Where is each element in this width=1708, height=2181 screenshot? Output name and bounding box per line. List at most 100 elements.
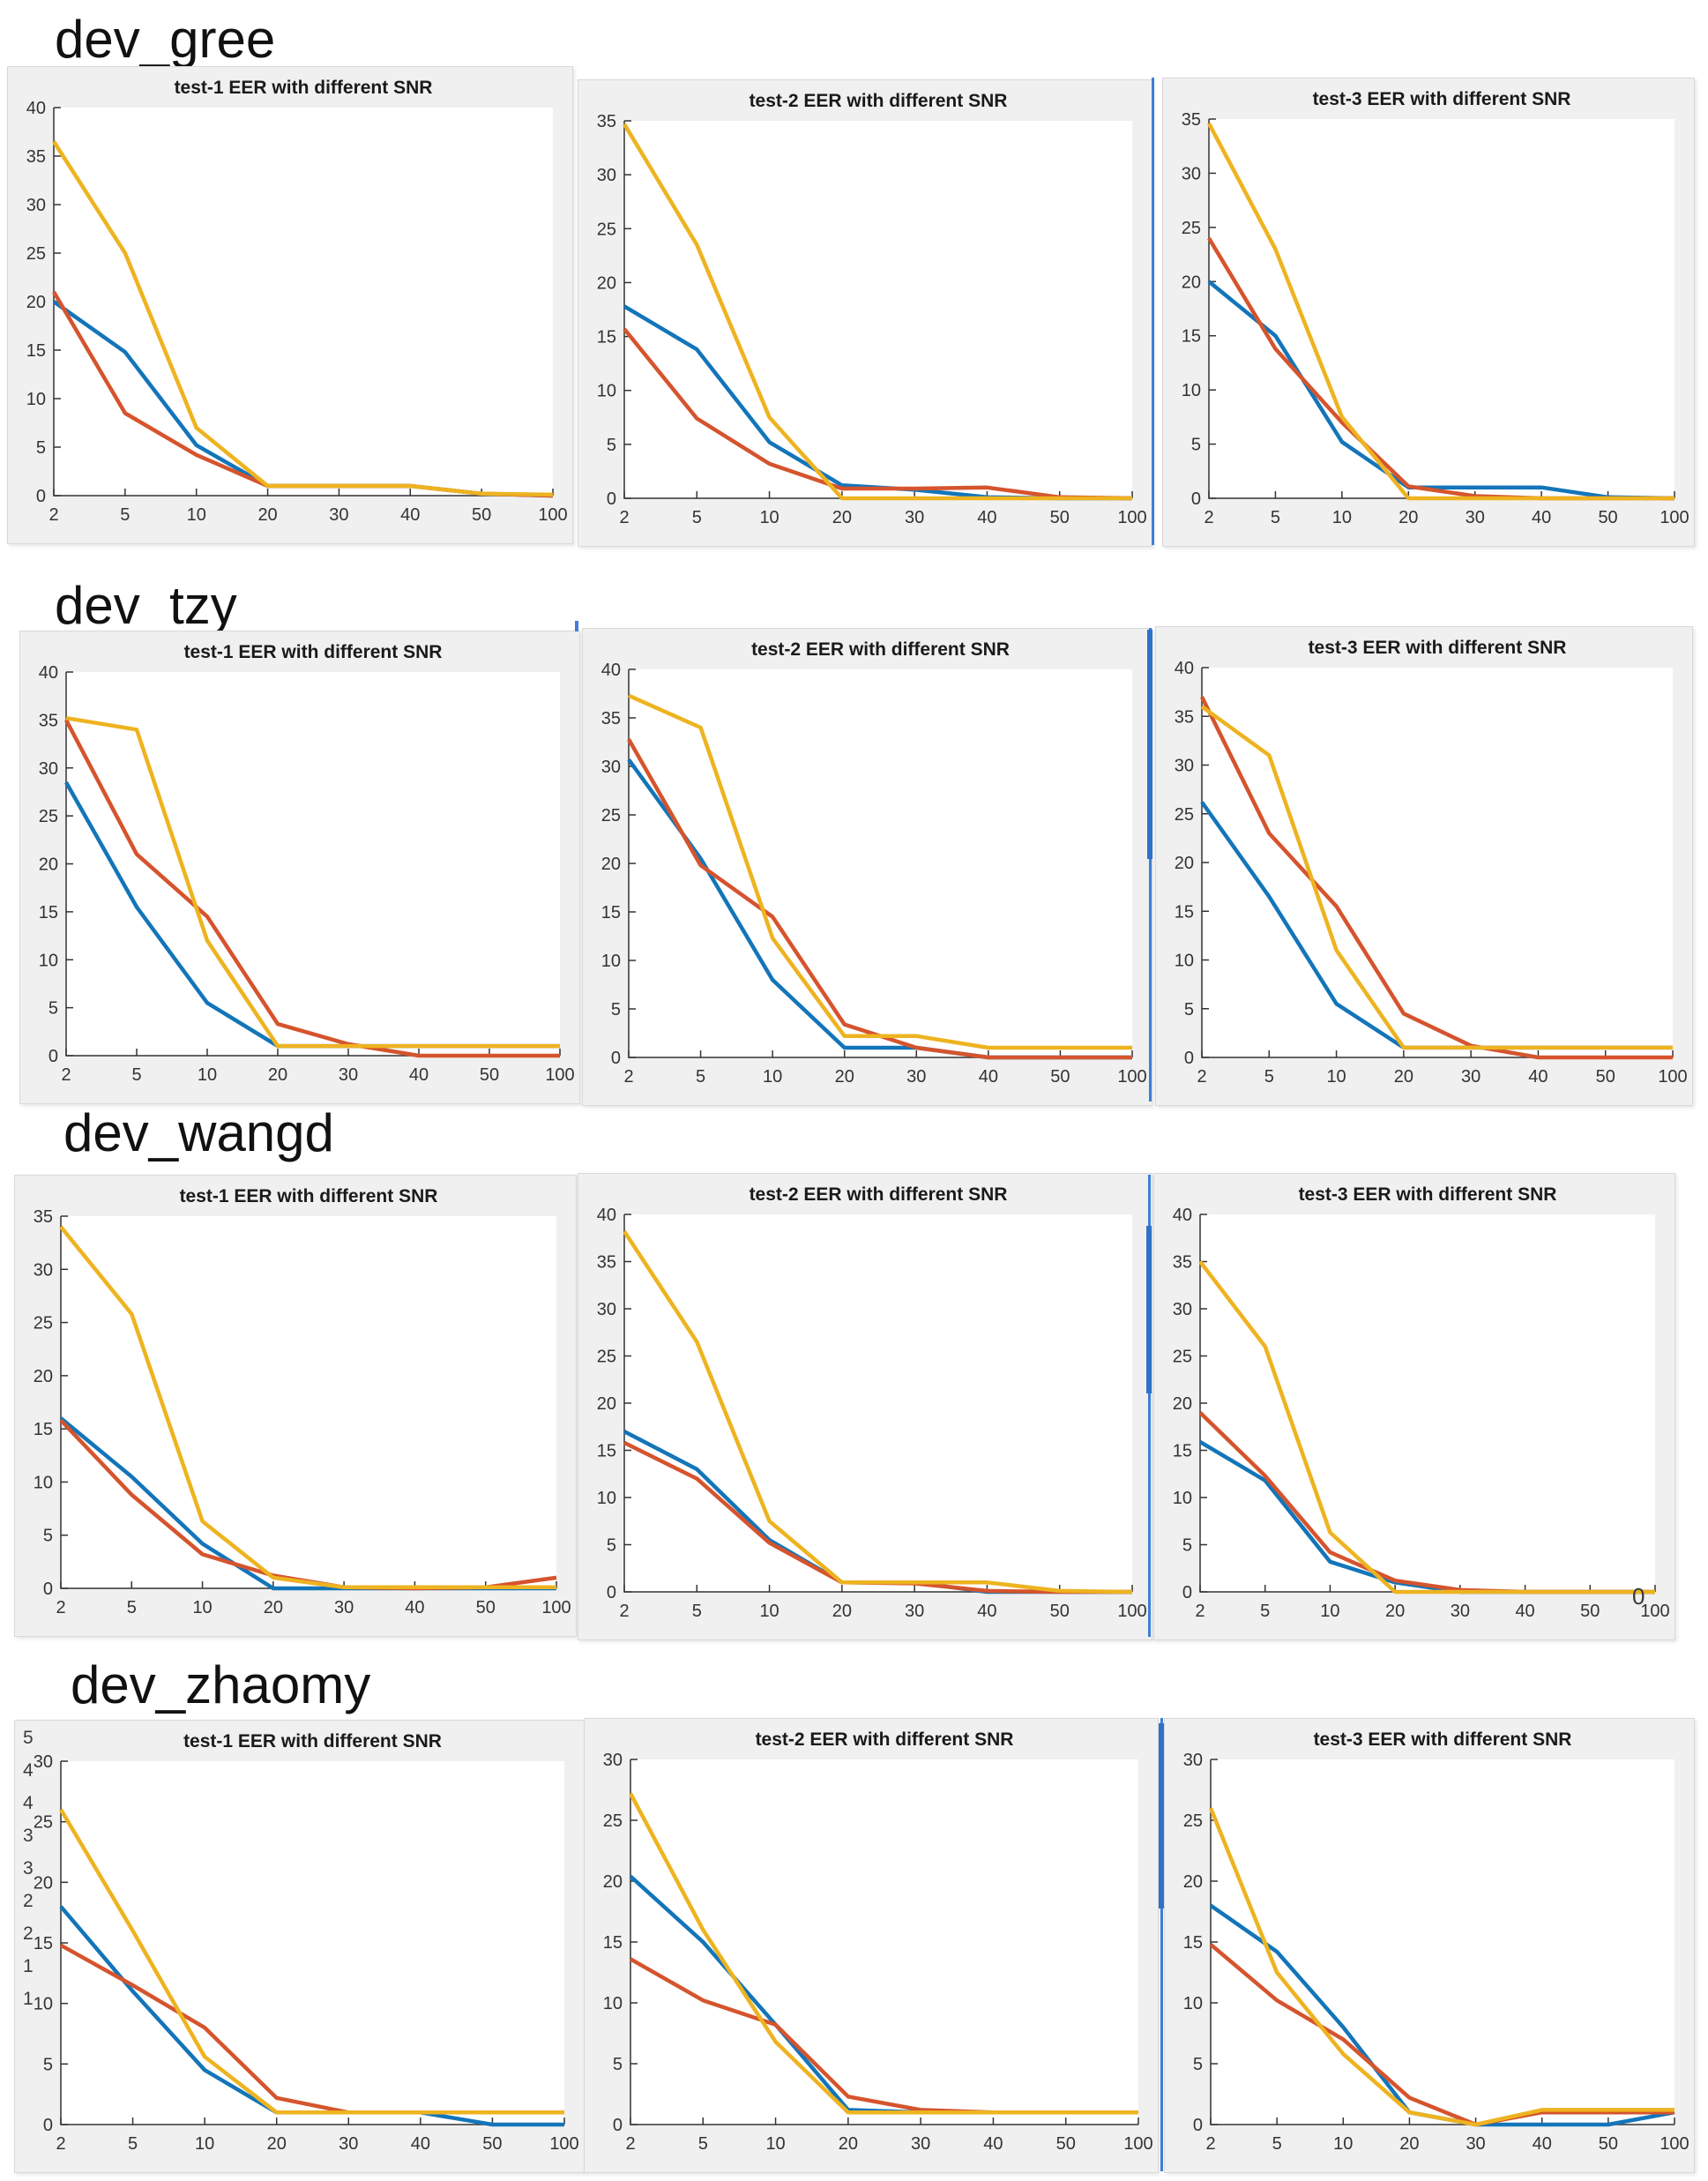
series-yellow bbox=[623, 1230, 1133, 1595]
svg-text:5: 5 bbox=[131, 1065, 141, 1085]
svg-text:30: 30 bbox=[1173, 1300, 1192, 1319]
chart-title: test-2 EER with different SNR bbox=[750, 1184, 1008, 1205]
svg-text:40: 40 bbox=[977, 1602, 996, 1621]
svg-text:5: 5 bbox=[1271, 508, 1280, 527]
series-red bbox=[1199, 696, 1673, 1060]
svg-text:5: 5 bbox=[692, 508, 702, 527]
svg-text:10: 10 bbox=[763, 1067, 782, 1087]
chart-title: test-2 EER with different SNR bbox=[750, 91, 1008, 111]
series-yellow bbox=[628, 693, 1132, 1050]
svg-text:2: 2 bbox=[1195, 1602, 1205, 1621]
row-title-dev-tzy: dev tzy bbox=[55, 576, 237, 635]
chart-title: test-1 EER with different SNR bbox=[183, 1731, 442, 1752]
svg-text:35: 35 bbox=[39, 711, 58, 730]
svg-text:20: 20 bbox=[597, 273, 616, 293]
svg-text:30: 30 bbox=[34, 1260, 53, 1280]
chart-dev-zhaomy-test-1: test-1 EER with different SNR 0 5 10 15 20 25 3… bbox=[14, 1720, 585, 2173]
chart-dev-wangd-test-3: test-3 EER with different SNR 0 5 10 15 20 25 3… bbox=[1153, 1173, 1675, 1640]
svg-text:2: 2 bbox=[623, 1067, 633, 1087]
svg-text:10: 10 bbox=[597, 1489, 616, 1508]
svg-text:40: 40 bbox=[597, 1206, 616, 1225]
chart-title: test-3 EER with different SNR bbox=[1309, 638, 1567, 658]
svg-text:0: 0 bbox=[1182, 1583, 1192, 1602]
window-edge-accent bbox=[1146, 1226, 1152, 1393]
chart-title: test-1 EER with different SNR bbox=[180, 1186, 438, 1206]
svg-text:5: 5 bbox=[1184, 1000, 1194, 1020]
svg-text:40: 40 bbox=[409, 1065, 429, 1085]
svg-text:50: 50 bbox=[1598, 508, 1617, 527]
line-chart: test-1 EER with different SNR05101520253… bbox=[34, 1186, 571, 1617]
svg-text:30: 30 bbox=[906, 1067, 926, 1087]
svg-text:0: 0 bbox=[611, 1049, 621, 1068]
svg-text:15: 15 bbox=[1173, 1442, 1192, 1461]
svg-text:5: 5 bbox=[48, 999, 58, 1019]
svg-text:0: 0 bbox=[1184, 1049, 1194, 1068]
line-chart: test-3 EER with different SNR05101520253… bbox=[1173, 1184, 1670, 1621]
svg-text:50: 50 bbox=[1596, 1067, 1615, 1087]
row-title-dev-gree: dev_gree bbox=[55, 10, 276, 69]
svg-text:2: 2 bbox=[56, 2134, 65, 2154]
svg-text:5: 5 bbox=[613, 2055, 623, 2074]
chart-dev-zhaomy-test-3: test-3 EER with different SNR 0 5 10 15 20 25 3… bbox=[1164, 1718, 1695, 2173]
chart-title: test-3 EER with different SNR bbox=[1313, 89, 1571, 109]
svg-text:30: 30 bbox=[1182, 164, 1201, 183]
svg-text:30: 30 bbox=[34, 1752, 53, 1772]
stray-axis-label: 0 bbox=[1632, 1583, 1645, 1610]
chart-title: test-1 EER with different SNR bbox=[175, 78, 433, 98]
svg-text:40: 40 bbox=[1175, 659, 1194, 678]
svg-text:20: 20 bbox=[597, 1394, 616, 1414]
svg-text:5: 5 bbox=[128, 2134, 138, 2154]
svg-text:20: 20 bbox=[835, 1067, 854, 1087]
svg-text:100: 100 bbox=[541, 1598, 571, 1617]
line-chart: test-1 EER with different SNR05101520253… bbox=[26, 78, 568, 525]
svg-text:20: 20 bbox=[1385, 1602, 1405, 1621]
svg-text:30: 30 bbox=[905, 508, 924, 527]
svg-text:30: 30 bbox=[1451, 1602, 1470, 1621]
svg-text:30: 30 bbox=[911, 2134, 930, 2154]
chart-dev-tzy-test-3: test-3 EER with different SNR 0 5 10 15 20 25 3… bbox=[1155, 626, 1693, 1106]
svg-text:30: 30 bbox=[1461, 1067, 1481, 1087]
svg-text:20: 20 bbox=[257, 505, 277, 525]
svg-text:20: 20 bbox=[26, 293, 46, 312]
svg-text:10: 10 bbox=[597, 382, 616, 401]
svg-text:100: 100 bbox=[1117, 1067, 1146, 1087]
svg-text:50: 50 bbox=[476, 1598, 496, 1617]
svg-text:40: 40 bbox=[983, 2134, 1003, 2154]
svg-text:5: 5 bbox=[698, 2134, 708, 2154]
svg-text:15: 15 bbox=[597, 1442, 616, 1461]
svg-text:20: 20 bbox=[832, 508, 852, 527]
svg-text:30: 30 bbox=[339, 1065, 358, 1085]
svg-text:10: 10 bbox=[1173, 1489, 1192, 1508]
svg-text:25: 25 bbox=[26, 244, 46, 264]
svg-text:0: 0 bbox=[613, 2116, 623, 2135]
svg-text:15: 15 bbox=[1183, 1933, 1203, 1953]
svg-text:5: 5 bbox=[692, 1602, 702, 1621]
svg-text:40: 40 bbox=[26, 99, 46, 118]
svg-text:30: 30 bbox=[1175, 757, 1194, 776]
svg-text:25: 25 bbox=[1175, 805, 1194, 825]
chart-dev-wangd-test-2: test-2 EER with different SNR 0 5 10 15 20 25 3… bbox=[578, 1173, 1152, 1640]
svg-text:20: 20 bbox=[267, 2134, 287, 2154]
line-chart: test-3 EER with different SNR05101520253… bbox=[1175, 638, 1688, 1087]
svg-text:5: 5 bbox=[1182, 1536, 1192, 1556]
svg-text:10: 10 bbox=[34, 1995, 53, 2014]
svg-text:30: 30 bbox=[905, 1602, 924, 1621]
svg-text:40: 40 bbox=[1173, 1206, 1192, 1225]
svg-text:50: 50 bbox=[1599, 2134, 1618, 2154]
series-yellow bbox=[1200, 705, 1673, 1050]
series-red bbox=[1209, 1943, 1674, 2127]
row-title-dev-wangd: dev_wangd bbox=[63, 1103, 334, 1162]
svg-text:30: 30 bbox=[334, 1598, 354, 1617]
line-chart: test-1 EER with different SNR05101520253… bbox=[34, 1731, 579, 2154]
svg-text:50: 50 bbox=[1050, 1602, 1070, 1621]
svg-text:25: 25 bbox=[1183, 1811, 1203, 1831]
svg-text:30: 30 bbox=[1466, 508, 1485, 527]
window-edge-accent bbox=[1152, 78, 1154, 545]
svg-text:15: 15 bbox=[597, 328, 616, 347]
series-red bbox=[623, 327, 1133, 501]
svg-text:25: 25 bbox=[601, 806, 621, 825]
svg-text:10: 10 bbox=[1182, 381, 1201, 400]
svg-text:2: 2 bbox=[619, 1602, 629, 1621]
chart-dev-wangd-test-1: test-1 EER with different SNR 0 5 10 15 20 25 3… bbox=[14, 1175, 577, 1637]
svg-text:25: 25 bbox=[603, 1811, 623, 1831]
